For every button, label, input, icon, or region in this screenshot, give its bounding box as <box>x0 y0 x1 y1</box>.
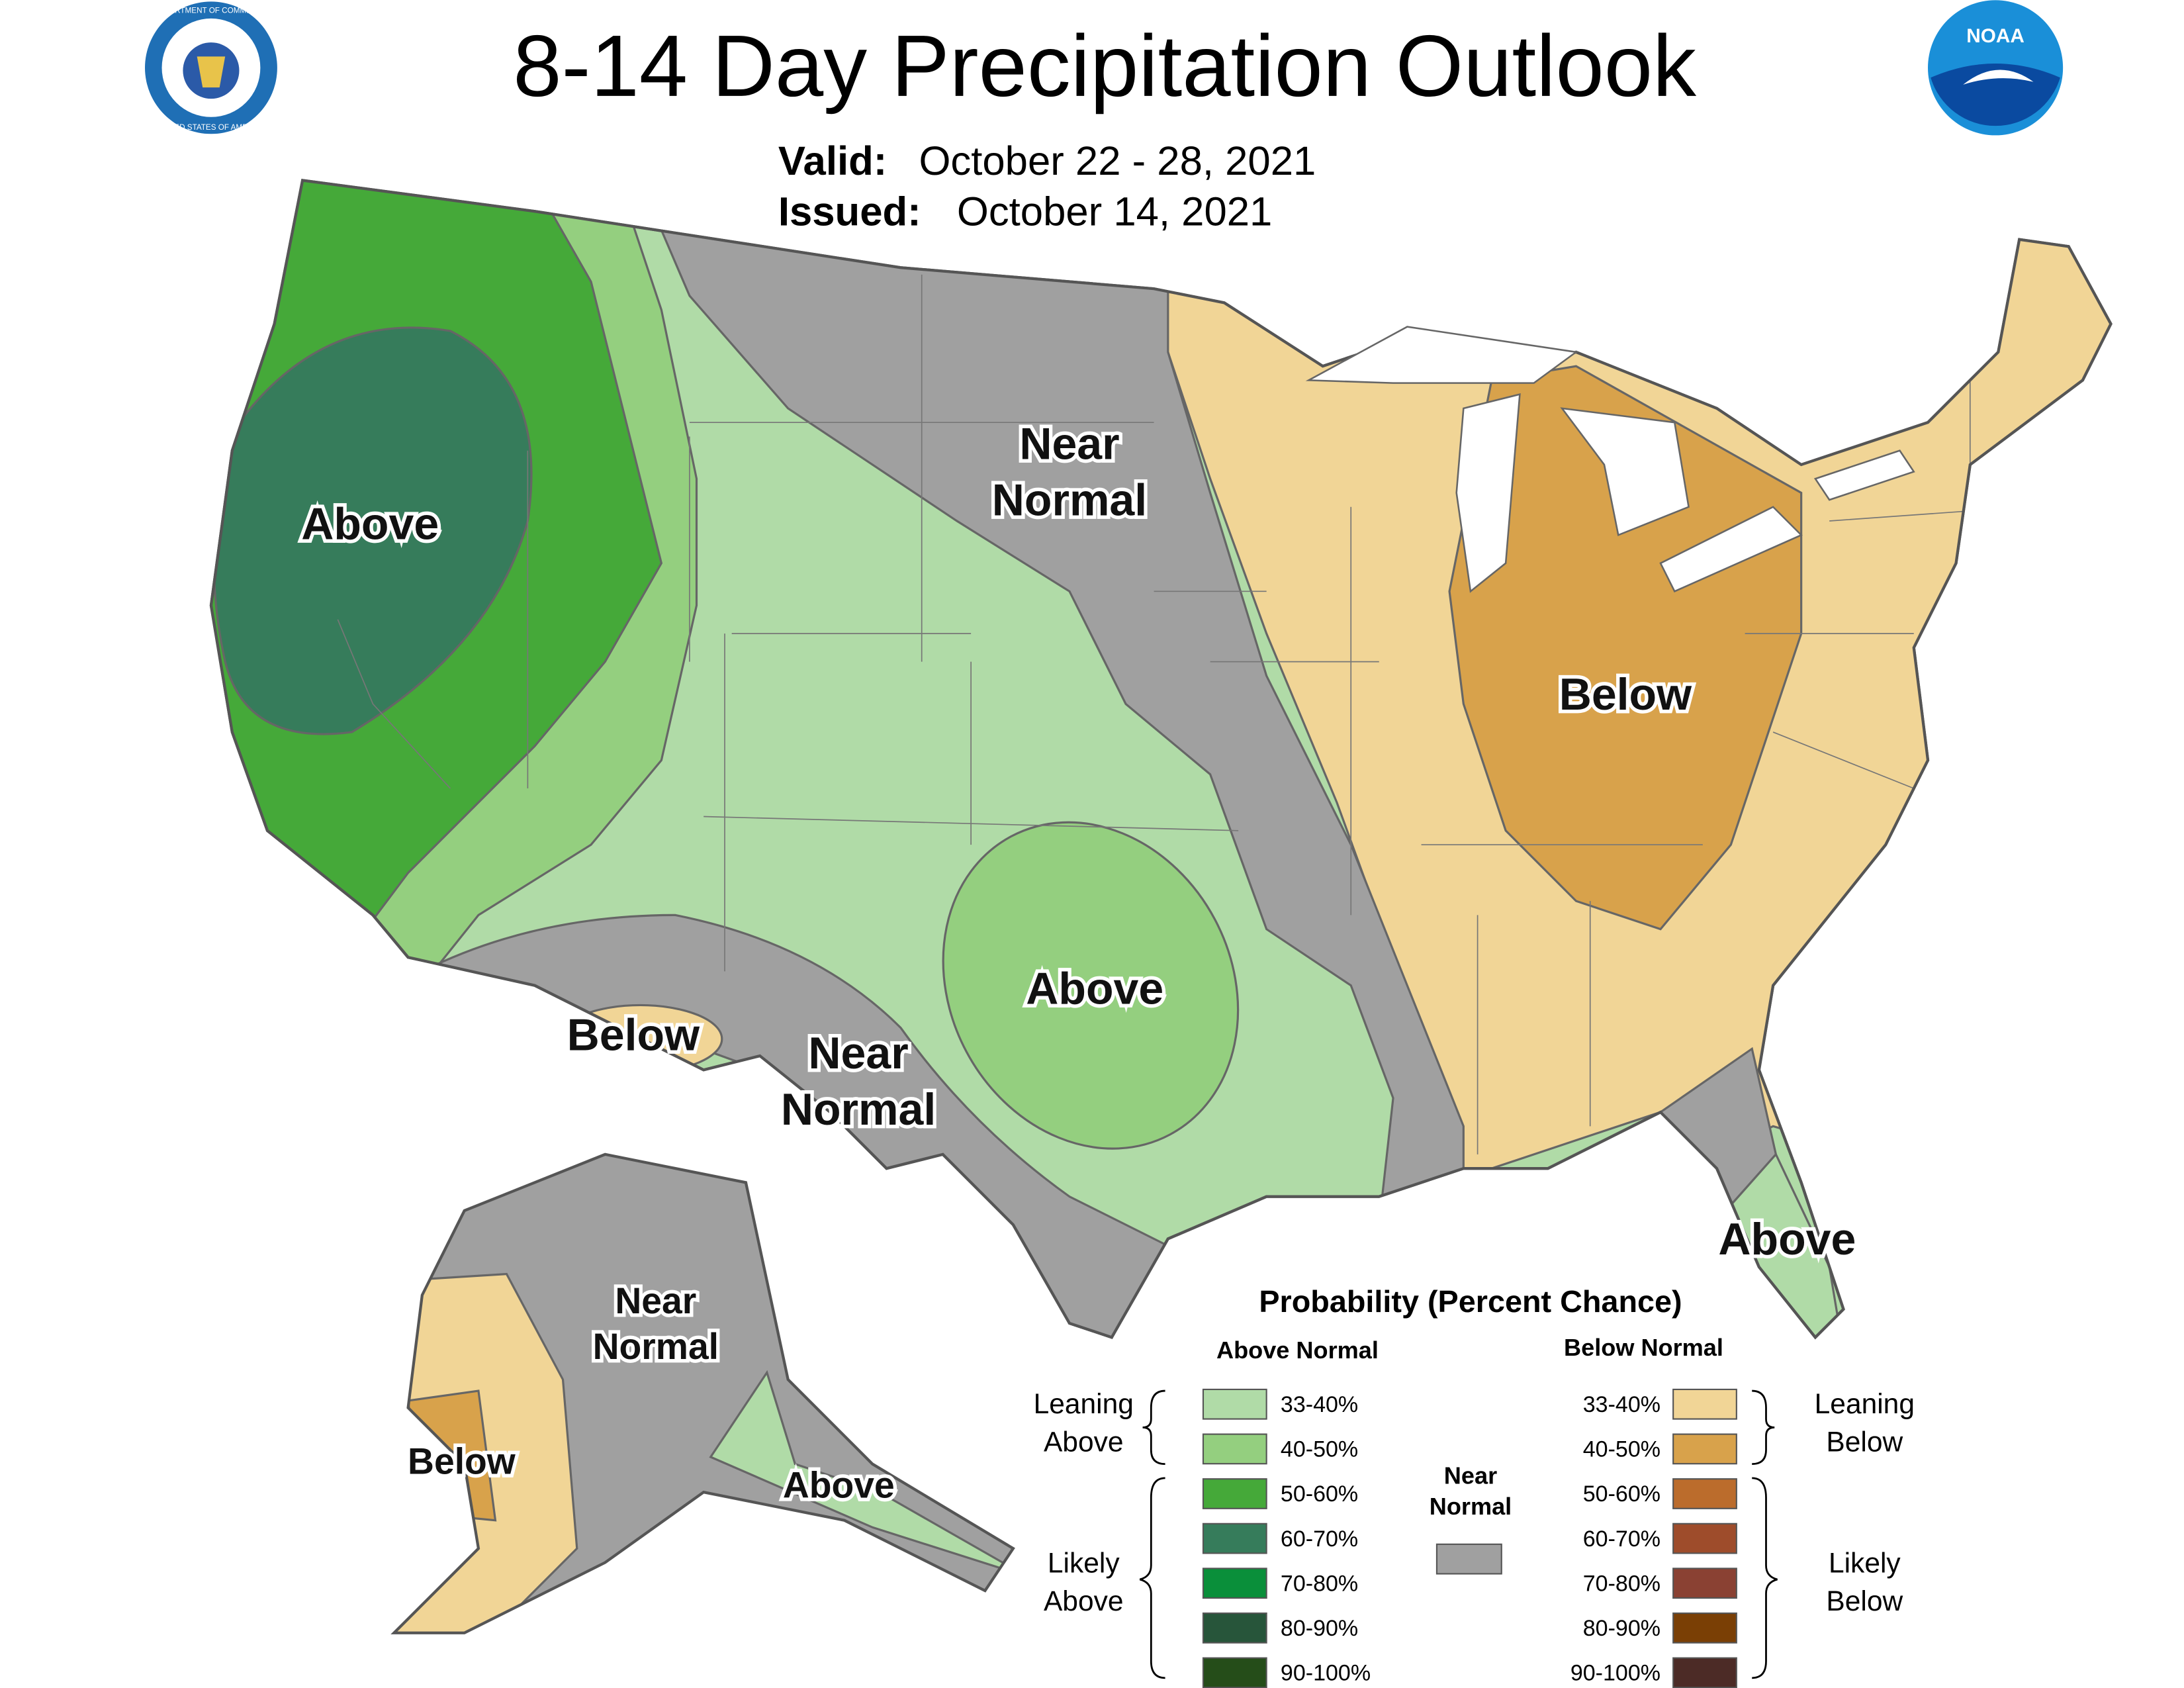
map-label: Below <box>408 1441 516 1482</box>
map-label: Near Normal <box>593 1280 719 1367</box>
legend-swatch <box>1202 1478 1267 1509</box>
map-label-line: Normal <box>781 1084 936 1135</box>
commerce-seal: DEPARTMENT OF COMMERCE UNITED STATES OF … <box>145 1 277 134</box>
legend-group-line: Below <box>1826 1427 1903 1458</box>
alaska-map <box>390 1152 1015 1634</box>
legend-near-normal-line: Normal <box>1430 1493 1512 1520</box>
legend-swatch <box>1435 1543 1502 1575</box>
legend-bin-label: 50-60% <box>1281 1481 1358 1507</box>
legend-swatch <box>1672 1478 1737 1509</box>
map-label-line: Near <box>808 1028 908 1078</box>
legend-swatch <box>1672 1523 1737 1554</box>
legend-group-line: Above <box>1044 1427 1124 1458</box>
legend-bin-label: 90-100% <box>1570 1661 1661 1686</box>
legend-bin-label: 40-50% <box>1583 1437 1661 1462</box>
legend-bin-label: 50-60% <box>1583 1481 1661 1507</box>
legend-near-normal: Near Normal <box>1430 1462 1512 1520</box>
legend-heading: Below Normal <box>1564 1334 1723 1361</box>
legend-swatch <box>1672 1388 1737 1420</box>
legend-swatch <box>1672 1568 1737 1599</box>
legend-swatch <box>1672 1657 1737 1688</box>
valid-label: Valid: <box>778 138 887 184</box>
region-above-33-40 <box>709 1370 1013 1578</box>
map-label: Near Normal <box>992 418 1147 525</box>
valid-dates: October 22 - 28, 2021 <box>919 138 1316 184</box>
legend: Probability (Percent Chance) Above Normal… <box>1034 1284 1915 1688</box>
legend-swatch <box>1202 1433 1267 1465</box>
legend-group-line: Below <box>1826 1586 1903 1617</box>
legend-bin-label: 90-100% <box>1281 1661 1371 1686</box>
legend-swatch <box>1202 1612 1267 1644</box>
legend-bin-label: 60-70% <box>1281 1526 1358 1552</box>
map-label-line: Above <box>783 1465 895 1506</box>
legend-bin-label: 33-40% <box>1583 1392 1661 1417</box>
seal-text: UNITED STATES OF AMERICA <box>156 123 266 132</box>
legend-title: Probability (Percent Chance) <box>1259 1284 1682 1319</box>
map-label: Near Normal <box>781 1028 936 1135</box>
map-label: Above <box>1718 1214 1856 1264</box>
legend-group-line: Leaning <box>1034 1389 1134 1420</box>
map-label-line: Above <box>1026 963 1163 1013</box>
legend-group: Leaning Below <box>1815 1389 1915 1458</box>
legend-group-line: Likely <box>1048 1548 1120 1579</box>
legend-near-normal-line: Near <box>1444 1462 1497 1489</box>
legend-heading: Above Normal <box>1216 1336 1379 1364</box>
legend-bin-label: 70-80% <box>1281 1571 1358 1596</box>
great-lakes <box>1305 326 1915 593</box>
title: 8-14 Day Precipitation Outlook <box>513 17 1697 115</box>
map-label: Above <box>301 499 439 549</box>
legend-group-line: Leaning <box>1815 1389 1915 1420</box>
legend-bin-label: 80-90% <box>1583 1616 1661 1641</box>
legend-group: Likely Above <box>1044 1548 1124 1617</box>
map-label: Above <box>1026 963 1163 1013</box>
legend-bin-label: 40-50% <box>1281 1437 1358 1462</box>
map-label: Below <box>567 1010 700 1060</box>
conus-map <box>183 169 2184 1380</box>
map-label-line: Near <box>1019 418 1119 469</box>
map-label-line: Normal <box>992 475 1147 526</box>
map-label-line: Above <box>301 499 439 549</box>
legend-bin-label: 80-90% <box>1281 1616 1358 1641</box>
region-near-normal <box>645 196 1465 1226</box>
issued-date: October 14, 2021 <box>957 189 1272 234</box>
map-label: Above <box>783 1465 895 1506</box>
legend-swatch <box>1202 1568 1267 1599</box>
legend-braces <box>1139 1389 1778 1679</box>
legend-swatch <box>1202 1388 1267 1420</box>
noaa-logo: NOAA <box>1928 0 2064 136</box>
seal-text: DEPARTMENT OF COMMERCE <box>154 6 268 15</box>
legend-bin-label: 33-40% <box>1281 1392 1358 1417</box>
legend-group: Likely Below <box>1826 1548 1903 1617</box>
map-label-line: Below <box>567 1010 700 1060</box>
legend-bin-label: 70-80% <box>1583 1571 1661 1596</box>
region-above-40-50 <box>942 821 1240 1150</box>
legend-group: Leaning Above <box>1034 1389 1134 1458</box>
legend-bin-label: 60-70% <box>1583 1526 1661 1552</box>
legend-group-line: Likely <box>1829 1548 1901 1579</box>
legend-swatch <box>1672 1433 1737 1465</box>
legend-swatch <box>1672 1612 1737 1644</box>
map-label-line: Below <box>1559 669 1692 720</box>
region-above-60-70 <box>212 326 533 735</box>
noaa-text: NOAA <box>1966 25 2025 47</box>
map-label-line: Below <box>408 1441 516 1482</box>
map-label-line: Above <box>1718 1214 1856 1264</box>
legend-swatch <box>1202 1657 1267 1688</box>
issued-label: Issued: <box>778 189 921 234</box>
map-label-line: Near <box>615 1280 696 1321</box>
legend-swatch <box>1202 1523 1267 1554</box>
legend-group-line: Above <box>1044 1586 1124 1617</box>
map-label-line: Normal <box>593 1326 719 1367</box>
map-labels: Above Near Normal Below Below Near Normal Above… <box>298 415 1860 1509</box>
map-label: Below <box>1559 669 1692 720</box>
